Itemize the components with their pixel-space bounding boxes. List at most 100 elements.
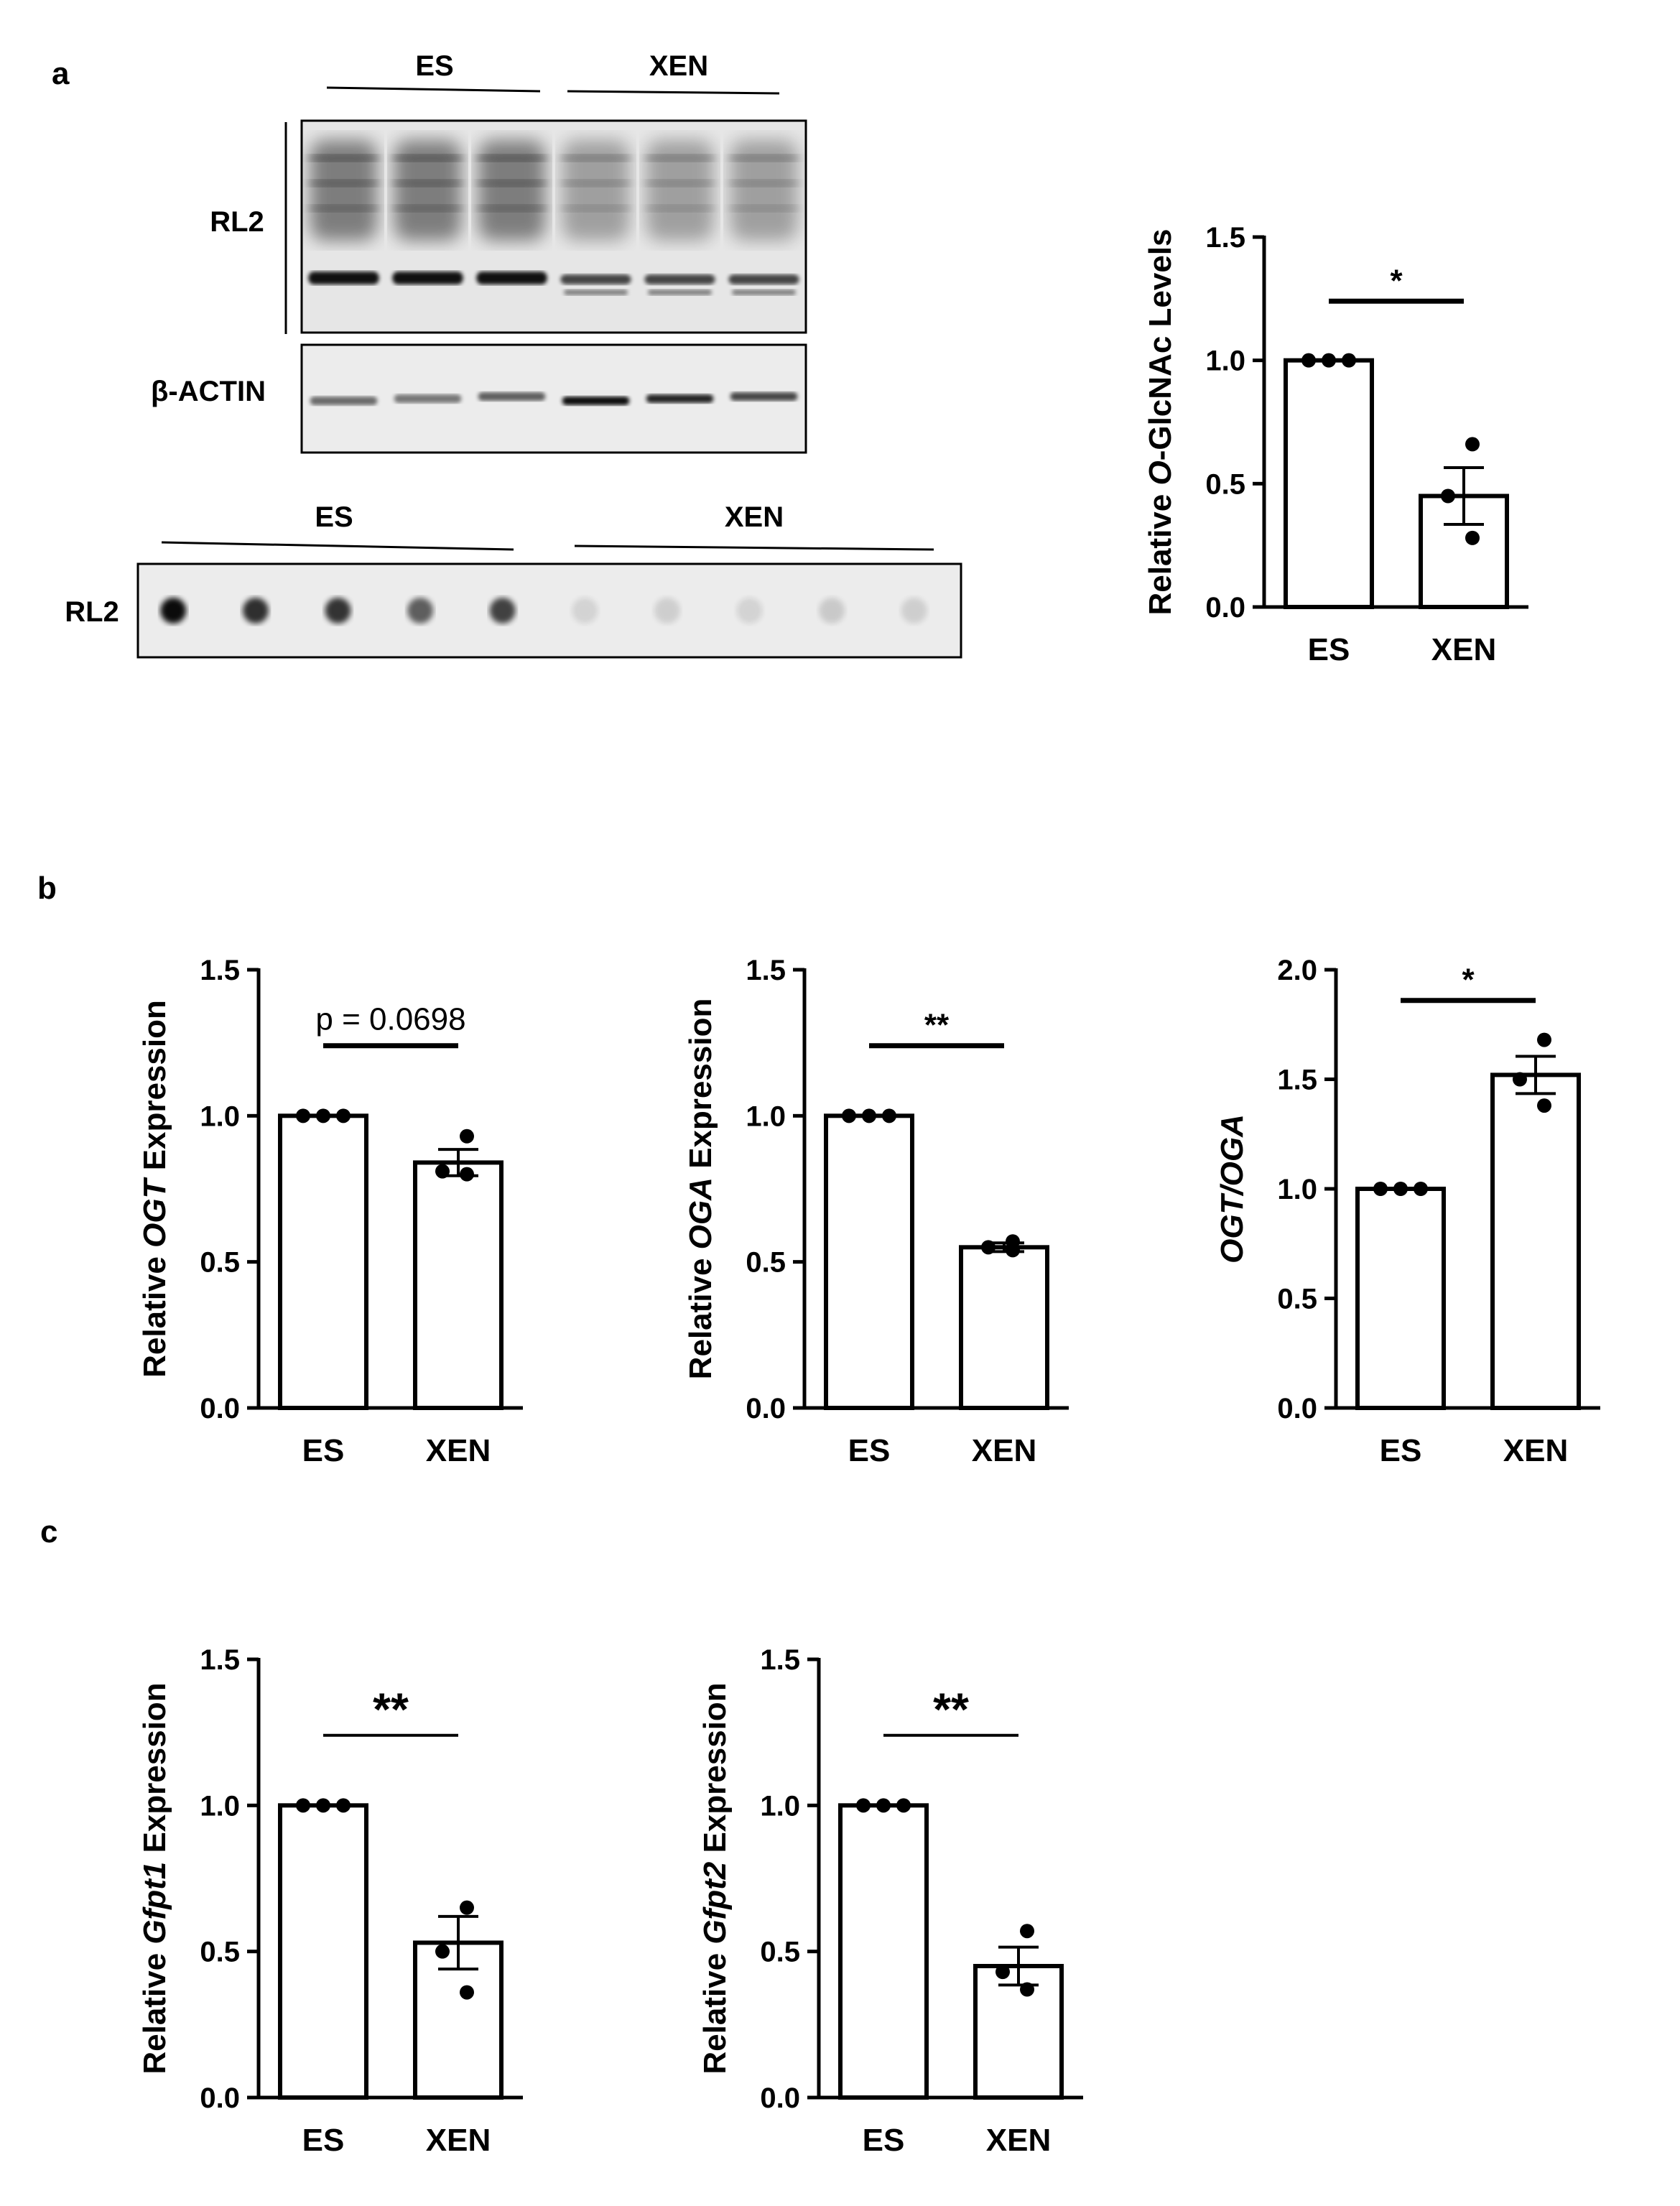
wb-actin-band (394, 394, 462, 403)
y-tick-label: 0.0 (760, 2082, 800, 2114)
wb-rl2-smear (646, 140, 714, 241)
wb-rl2-faint-band (728, 180, 799, 187)
y-tick-label: 0.0 (1277, 1393, 1317, 1424)
bar-xen (1419, 493, 1509, 609)
db-dot (407, 598, 434, 624)
western-blot: ES XEN RL2 β-ACTIN (151, 50, 807, 454)
data-point (316, 1108, 330, 1123)
db-dot (489, 598, 516, 624)
x-tick-label-es: ES (863, 2123, 905, 2158)
wb-rl2-faint-band (560, 154, 631, 162)
wb-rl2-main-band (728, 274, 799, 284)
bar-xen (973, 1964, 1064, 2100)
wb-actin-band (646, 394, 714, 403)
data-point (296, 1108, 310, 1123)
significance-label: * (1390, 263, 1403, 298)
wb-rl2-faint-band (392, 180, 463, 187)
wb-group-line-xen (567, 90, 780, 95)
data-point (296, 1798, 310, 1813)
data-point (876, 1798, 891, 1813)
wb-rl2-faint-band (392, 154, 463, 162)
wb-actin-band (310, 397, 378, 405)
wb-rl2-faint-band (476, 205, 547, 212)
db-dot (325, 598, 351, 624)
y-tick-label: 1.5 (760, 1644, 800, 1676)
y-tick-label: 1.0 (760, 1790, 800, 1822)
db-dot (819, 598, 845, 624)
wb-rl2-faint-band (560, 180, 631, 187)
wb-rl2-smear (562, 140, 630, 241)
y-tick-label: 1.0 (1205, 346, 1245, 377)
data-point (1441, 488, 1455, 504)
wb-rl2-faint-band (308, 154, 379, 162)
db-dot (572, 598, 598, 624)
significance-label: ** (933, 1684, 969, 1735)
wb-rl2-main-band (560, 274, 631, 284)
bar-xen (1490, 1072, 1581, 1410)
data-point (1322, 353, 1336, 368)
bar-es (1284, 358, 1374, 609)
x-tick-label-xen: XEN (426, 2123, 491, 2158)
data-point (882, 1108, 896, 1123)
x-tick-label-es: ES (302, 1433, 345, 1468)
bar-es (1355, 1187, 1446, 1410)
y-tick-label: 1.5 (1205, 222, 1245, 254)
db-dot (736, 598, 763, 624)
data-point (460, 1985, 474, 2000)
data-point (435, 1944, 450, 1959)
data-point (336, 1108, 351, 1123)
bar-es (838, 1803, 929, 2100)
data-point (1301, 353, 1316, 368)
bar-es (824, 1113, 914, 1410)
data-point (896, 1798, 911, 1813)
bar-xen (413, 1160, 503, 1410)
y-tick-label: 0.5 (200, 1247, 240, 1279)
data-point (1006, 1243, 1020, 1258)
data-point (1465, 530, 1480, 545)
wb-rl2-lower-band (564, 289, 628, 295)
y-axis-label: OGT/OGA (1215, 1114, 1250, 1264)
wb-rl2-faint-band (728, 205, 799, 212)
data-point (1020, 1924, 1034, 1939)
wb-rl2-lower-band (648, 289, 712, 295)
dot-blot: ES XEN RL2 (65, 501, 962, 659)
y-tick-label: 0.5 (1277, 1284, 1317, 1315)
wb-rl2-faint-band (308, 205, 379, 212)
y-tick-label: 0.0 (200, 1393, 240, 1424)
y-tick-label: 1.5 (1277, 1065, 1317, 1096)
chart-gfpt2-expression: 0.0 0.5 1.0 1.5 Relative Gfpt2 Expression ES X… (697, 1644, 1083, 2158)
wb-group-line-es (326, 86, 541, 93)
wb-rl2-main-band (476, 272, 547, 284)
y-tick-label: 0.0 (746, 1393, 786, 1424)
db-dot (654, 598, 680, 624)
y-tick-label: 1.5 (200, 955, 240, 986)
significance-label: * (1462, 963, 1475, 998)
y-tick-label: 1.5 (746, 955, 786, 986)
data-point (1373, 1182, 1388, 1196)
y-axis-label: Relative OGT Expression (137, 1000, 172, 1378)
y-tick-label: 0.5 (746, 1247, 786, 1279)
wb-rl2-faint-band (476, 180, 547, 187)
data-point (460, 1129, 474, 1144)
data-point (1537, 1032, 1551, 1047)
x-tick-label-es: ES (848, 1433, 891, 1468)
wb-rl2-faint-band (392, 205, 463, 212)
bar-xen (959, 1245, 1049, 1411)
y-axis-label: Relative O-GlcNAc Levels (1143, 228, 1178, 615)
wb-rl2-faint-band (644, 180, 715, 187)
data-point (842, 1108, 856, 1123)
db-dot (160, 598, 187, 624)
db-dot (901, 598, 927, 624)
db-group-line-es (161, 541, 514, 551)
wb-rl2-main-band (392, 272, 463, 284)
wb-actin-membrane (300, 343, 807, 454)
y-tick-label: 1.0 (1277, 1174, 1317, 1205)
wb-actin-band (730, 392, 798, 401)
panel-letter-b: b (37, 871, 57, 906)
wb-rl2-faint-band (476, 154, 547, 162)
wb-actin-band (562, 397, 630, 405)
x-tick-label-xen: XEN (1503, 1433, 1568, 1468)
wb-rl2-lower-band (732, 289, 796, 295)
wb-rl2-lanes (308, 140, 799, 295)
significance-label: ** (924, 1008, 950, 1043)
